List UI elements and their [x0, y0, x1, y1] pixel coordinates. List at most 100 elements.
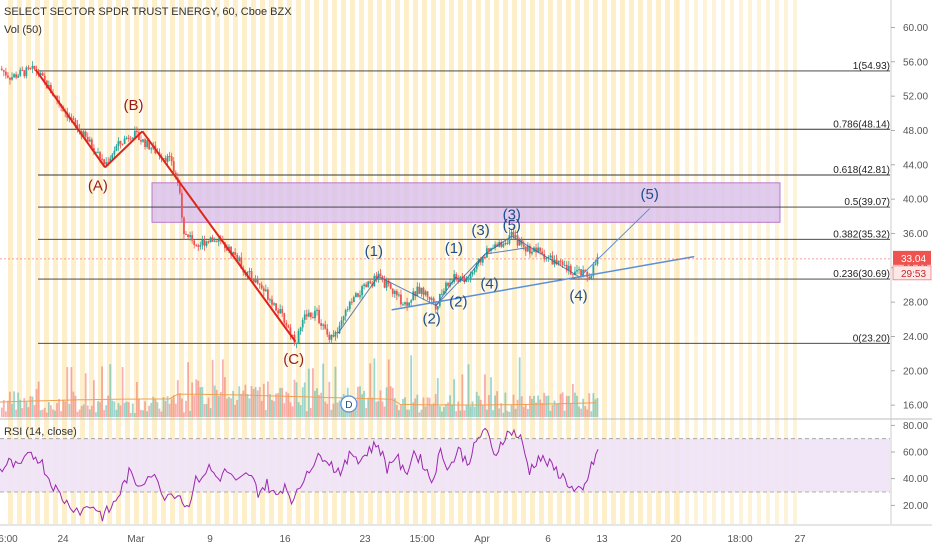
rsi-axis-label: 40.00 — [903, 474, 928, 485]
volume-bar — [80, 406, 83, 417]
session-band — [629, 0, 634, 524]
volume-bar — [176, 380, 179, 417]
volume-bar — [543, 392, 546, 417]
date-axis-label: 20 — [670, 534, 682, 545]
volume-bar — [375, 401, 378, 417]
wave-label: (5) — [641, 186, 659, 203]
candle-body — [238, 257, 241, 262]
wave-label: (3) — [503, 207, 521, 224]
candle-body — [494, 244, 497, 248]
impulse-wave-line — [141, 130, 297, 343]
volume-bar — [377, 401, 380, 417]
candle-body — [445, 282, 447, 291]
volume-bar — [66, 367, 69, 417]
candle-body — [236, 254, 239, 262]
volume-bar — [172, 395, 175, 417]
volume-bar — [549, 410, 552, 417]
candle-body — [277, 310, 280, 314]
candle-body — [138, 132, 140, 141]
date-axis-label: 27 — [794, 534, 806, 545]
volume-bar — [236, 399, 239, 417]
date-axis-label: Mar — [127, 534, 145, 545]
price-axis-label: 16.00 — [903, 401, 928, 412]
candle-body — [430, 298, 433, 300]
candle-body — [291, 334, 294, 336]
volume-bar — [289, 402, 292, 417]
volume-bar — [406, 409, 408, 417]
session-band — [233, 0, 238, 524]
volume-bar — [506, 410, 509, 417]
candle-body — [181, 192, 183, 218]
price-axis-label: 56.00 — [903, 57, 928, 68]
volume-bar — [185, 400, 187, 417]
volume-bar — [328, 381, 331, 417]
candle-body — [547, 256, 550, 259]
volume-bar — [23, 398, 26, 417]
volume-bar — [555, 404, 558, 417]
candle-body — [254, 278, 257, 283]
candle-body — [256, 278, 259, 284]
price-axis-label: 36.00 — [903, 229, 928, 240]
volume-bar — [88, 409, 91, 417]
volume-bar — [207, 397, 210, 417]
volume-bar — [287, 393, 290, 417]
volume-bar — [559, 393, 562, 417]
volume-bar — [35, 388, 38, 417]
last-price-tag — [893, 250, 931, 265]
volume-bar — [334, 366, 337, 417]
candle-body — [479, 258, 482, 263]
volume-bar — [0, 407, 3, 417]
volume-bar — [477, 395, 480, 417]
volume-bar — [578, 406, 580, 417]
volume-bar — [154, 399, 157, 417]
candle-body — [95, 152, 97, 154]
volume-bar — [54, 410, 56, 417]
candle-body — [541, 251, 544, 254]
candle-body — [234, 252, 237, 255]
candle-body — [281, 309, 284, 314]
candle-body — [318, 309, 320, 324]
candle-body — [90, 139, 93, 149]
candle-body — [174, 172, 177, 178]
volume-bar — [498, 408, 501, 417]
session-band — [323, 0, 328, 524]
candle-body — [111, 154, 114, 159]
wave-label: (B) — [124, 97, 144, 114]
volume-bar — [471, 401, 474, 417]
candle-body — [195, 244, 198, 246]
candle-body — [50, 84, 52, 94]
candle-body — [275, 303, 277, 311]
session-band — [377, 0, 382, 524]
session-band — [494, 0, 499, 524]
volume-bar — [9, 391, 11, 417]
price-axis-label: 24.00 — [903, 332, 928, 343]
candle-body — [369, 281, 372, 284]
volume-bar — [412, 402, 415, 417]
wave-label: (2) — [449, 293, 467, 310]
candle-body — [201, 239, 204, 246]
candle-body — [408, 302, 411, 306]
volume-bar — [86, 405, 89, 417]
candle-body — [514, 235, 517, 237]
volume-bar — [324, 401, 327, 417]
candle-body — [135, 130, 138, 133]
volume-bar — [557, 403, 560, 417]
candle-body — [21, 69, 24, 71]
volume-bar — [483, 374, 486, 417]
volume-bar — [420, 409, 423, 417]
candle-body — [567, 265, 570, 271]
candle-body — [264, 289, 267, 292]
candle-body — [86, 136, 89, 142]
candle-body — [348, 301, 351, 310]
volume-bar — [451, 404, 454, 417]
candle-body — [393, 290, 396, 294]
volume-bar — [215, 389, 218, 417]
volume-bar — [291, 406, 294, 417]
price-axis-label: 48.00 — [903, 126, 928, 137]
rsi-line — [0, 427, 599, 522]
volume-bar — [33, 405, 36, 417]
date-axis-label: 24 — [57, 534, 69, 545]
session-band — [53, 0, 58, 524]
session-band — [278, 0, 283, 524]
candle-body — [72, 118, 75, 120]
